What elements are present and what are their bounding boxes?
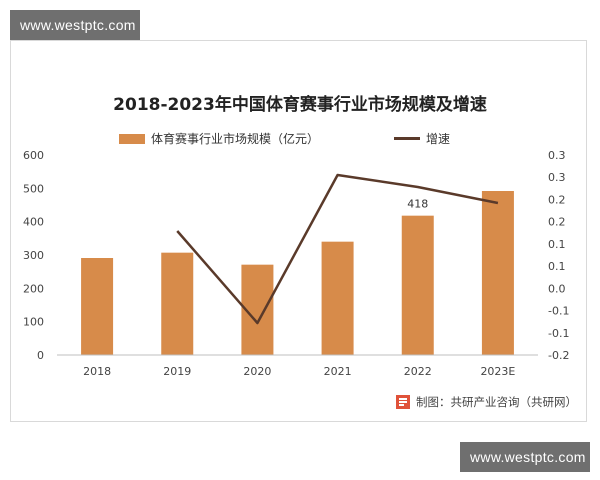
y-left-tick-label: 600 (23, 149, 44, 162)
x-tick-label: 2020 (243, 365, 271, 378)
x-tick-label: 2021 (324, 365, 352, 378)
x-tick-label: 2022 (404, 365, 432, 378)
growth-line (176, 173, 499, 325)
source-credit: 制图：共研产业咨询（共研网） (396, 394, 577, 410)
y-right-tick-label: 0.2 (548, 216, 566, 229)
credit-text: 制图：共研产业咨询（共研网） (416, 395, 577, 409)
legend-item-line: 增速 (394, 130, 450, 147)
y-right-tick-label: 0.2 (548, 193, 566, 206)
legend-line-swatch (394, 137, 420, 140)
y-right-tick-label: 0.0 (548, 282, 566, 295)
y-right-tick-label: 0.3 (548, 171, 566, 184)
credit-logo-icon (396, 395, 410, 409)
y-left-tick-label: 200 (23, 282, 44, 295)
bar (161, 252, 194, 355)
y-left-tick-label: 400 (23, 216, 44, 229)
watermark-top: www.westptc.com (10, 10, 140, 40)
y-right-tick-label: 0.1 (548, 238, 566, 251)
x-tick-label: 2018 (83, 365, 111, 378)
x-tick-label: 2019 (163, 365, 191, 378)
y-left-tick-label: 0 (37, 349, 44, 362)
y-left-tick-label: 500 (23, 182, 44, 195)
legend-line-label: 增速 (426, 132, 451, 146)
y-left-tick-label: 100 (23, 316, 44, 329)
bar (401, 215, 434, 355)
y-right-tick-label: 0.3 (548, 149, 566, 162)
bar (321, 241, 354, 355)
watermark-bottom: www.westptc.com (460, 442, 590, 472)
chart-title: 2018-2023年中国体育赛事行业市场规模及增速 (113, 95, 487, 115)
legend-bar-label: 体育赛事行业市场规模（亿元） (151, 132, 320, 146)
legend-bar-swatch (119, 133, 145, 144)
y-right-tick-label: 0.1 (548, 260, 566, 273)
bar (481, 191, 514, 355)
bar (81, 258, 114, 355)
chart-legend: 体育赛事行业市场规模（亿元） 增速 (0, 130, 600, 150)
x-tick-label: 2023E (480, 365, 515, 378)
y-left-tick-label: 300 (23, 249, 44, 262)
legend-item-bar: 体育赛事行业市场规模（亿元） (119, 130, 319, 147)
data-label: 418 (407, 198, 428, 211)
y-right-tick-label: -0.1 (548, 327, 569, 340)
y-right-tick-label: -0.2 (548, 349, 569, 362)
y-right-tick-label: -0.1 (548, 305, 569, 318)
